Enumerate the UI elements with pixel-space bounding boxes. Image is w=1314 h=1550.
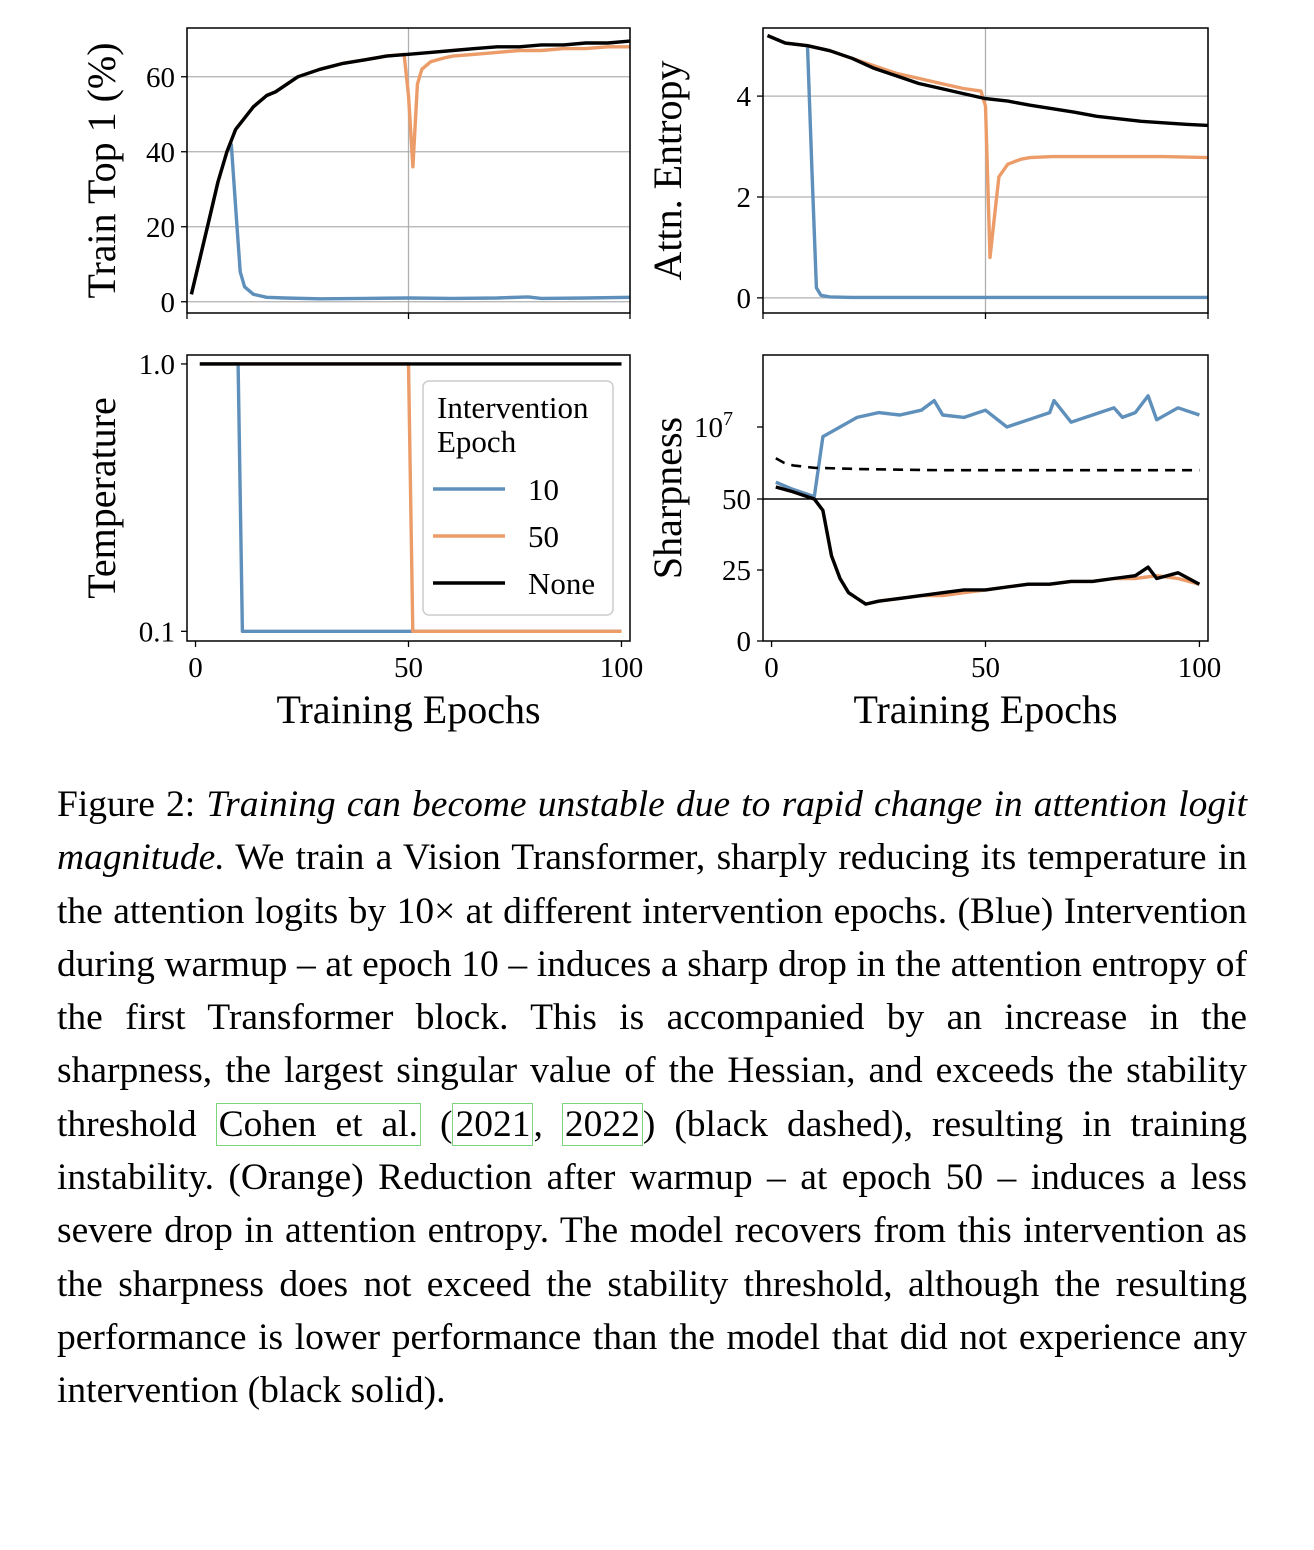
legend-box xyxy=(422,380,614,616)
x-tick-label-0: 0 xyxy=(188,652,203,684)
y-tick-label-2: 40 xyxy=(146,137,175,169)
legend-title-line1: Intervention xyxy=(437,390,589,425)
y-tick-exponent: 7 xyxy=(723,408,733,430)
series-none xyxy=(766,34,1208,128)
citation-2021[interactable]: 2021 xyxy=(452,1102,534,1146)
y-tick-label-0: 0.1 xyxy=(139,616,175,648)
series-10 xyxy=(189,142,630,301)
x-tick-label-0: 0 xyxy=(764,652,779,684)
series-50 xyxy=(766,34,1208,260)
legend-label-none: None xyxy=(528,566,595,601)
x-tick-label-2: 100 xyxy=(1178,652,1222,684)
y-tick-label-2: 50 xyxy=(722,484,751,516)
y-tick-label-3: 60 xyxy=(146,62,175,94)
y-tick-label-1: 2 xyxy=(737,182,752,214)
caption-text1: We train a Vision Transformer, sharply r… xyxy=(57,837,1247,1145)
stability-threshold-line xyxy=(775,457,1200,472)
y-tick-label-2: 4 xyxy=(737,81,752,113)
axes-frame xyxy=(762,354,1209,642)
caption-label: Figure 2: xyxy=(57,784,196,825)
x-tick-label-1: 50 xyxy=(394,652,423,684)
y-tick-label-3: 107 xyxy=(694,408,733,444)
legend: Intervention Epoch 10 50 None xyxy=(422,380,614,616)
series-none xyxy=(775,485,1201,606)
caption-italic: Training can become unstable due to rapi… xyxy=(57,784,1247,879)
x-tick-label-2: 100 xyxy=(600,652,644,684)
y-tick-label-1: 1.0 xyxy=(139,349,175,381)
series-10 xyxy=(775,394,1200,499)
plot-attn-entropy: 0 2 4 Attn. Entropy xyxy=(645,27,1209,319)
y-axis-label: Temperature xyxy=(79,397,124,599)
y-tick-label-0: 0 xyxy=(161,287,176,319)
caption-text4: ) (black dashed), resulting in training … xyxy=(57,1103,1248,1412)
caption-text3: , xyxy=(533,1103,543,1145)
legend-title-line2: Epoch xyxy=(437,424,517,459)
plot-sharpness: 0 50 100 0 25 50 107 Training Epochs Sharpness xyxy=(645,354,1222,732)
legend-label-10: 10 xyxy=(528,472,559,507)
y-axis-label: Train Top 1 (%) xyxy=(79,42,124,298)
x-axis-label: Training Epochs xyxy=(276,687,540,732)
y-tick-label-1: 25 xyxy=(722,555,751,587)
figure-caption: Figure 2: Training can become unstable d… xyxy=(57,778,1247,1418)
plot-train-top1: 0 20 40 60 Train Top 1 (%) xyxy=(79,27,631,319)
y-axis-label: Sharpness xyxy=(645,417,690,579)
series-50 xyxy=(189,45,630,295)
caption-text2: ( xyxy=(439,1103,453,1145)
y-axis-label: Attn. Entropy xyxy=(645,61,690,281)
y-tick-label-0: 0 xyxy=(737,626,752,658)
x-axis-label: Training Epochs xyxy=(853,687,1117,732)
y-tick-label-1: 20 xyxy=(146,212,175,244)
y-tick-label-0: 0 xyxy=(737,283,752,315)
citation-cohen[interactable]: Cohen et al. xyxy=(215,1102,421,1146)
citation-2022[interactable]: 2022 xyxy=(561,1102,643,1146)
x-tick-label-1: 50 xyxy=(971,652,1000,684)
plot-temperature: 0 50 100 0.1 1.0 Training Epochs Temperature xyxy=(79,349,643,732)
series-50 xyxy=(775,485,1200,606)
legend-label-50: 50 xyxy=(528,519,559,554)
series-none xyxy=(189,39,630,295)
